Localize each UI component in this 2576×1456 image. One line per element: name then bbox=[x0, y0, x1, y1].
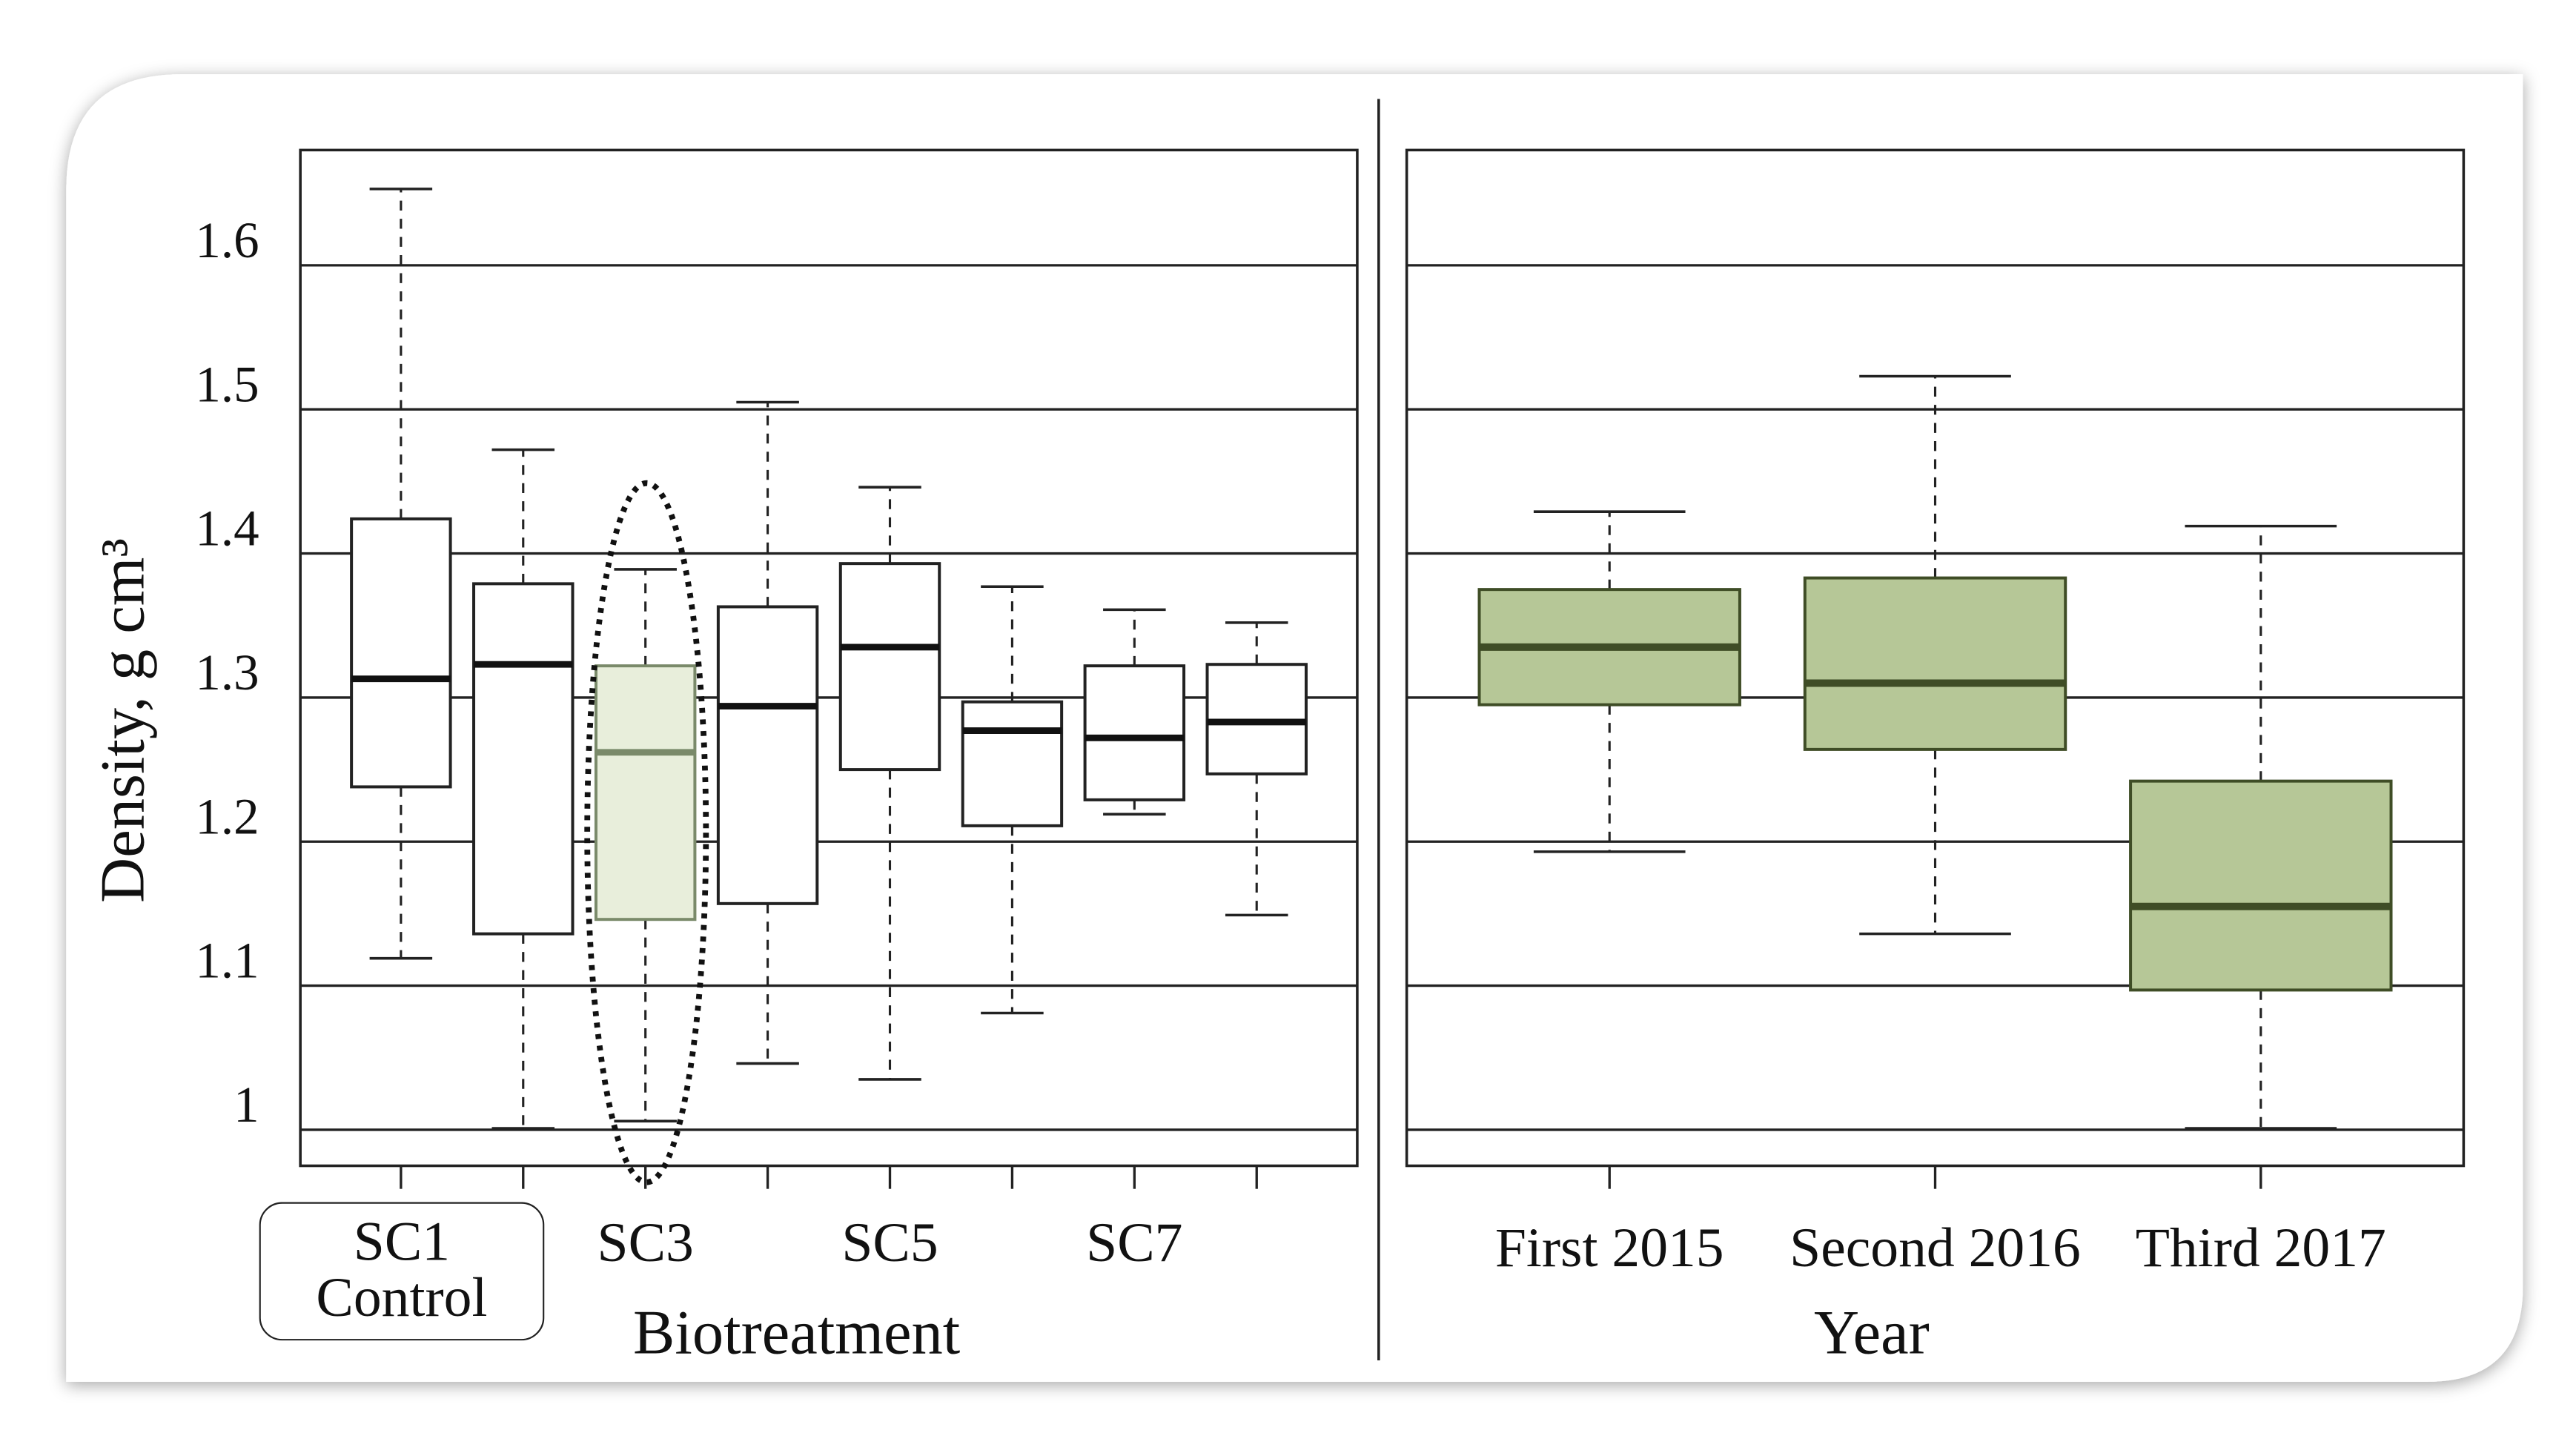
box bbox=[594, 664, 697, 921]
y-tick-label: 1.1 bbox=[195, 933, 259, 989]
y-tick-label: 1.5 bbox=[195, 356, 259, 412]
y-tick-label: 1.2 bbox=[195, 788, 259, 844]
y-axis-title: Density, g cm³ bbox=[88, 538, 157, 903]
x-tick-label: SC7 bbox=[1086, 1212, 1182, 1274]
box bbox=[2129, 779, 2393, 992]
x-tick-label: SC1 Control bbox=[259, 1202, 545, 1341]
box bbox=[838, 562, 941, 772]
box bbox=[1803, 576, 2067, 751]
box bbox=[1083, 664, 1186, 801]
x-tick-label: Third 2017 bbox=[2136, 1217, 2386, 1279]
box bbox=[716, 605, 819, 905]
x-tick-label: Second 2016 bbox=[1789, 1217, 2081, 1279]
x-axis-title: Biotreatment bbox=[633, 1298, 960, 1367]
x-tick-label: SC3 bbox=[597, 1212, 694, 1274]
x-tick-label: First 2015 bbox=[1495, 1217, 1724, 1279]
y-tick-label: 1 bbox=[234, 1076, 259, 1133]
x-tick-label: SC5 bbox=[841, 1212, 938, 1274]
box bbox=[472, 582, 575, 936]
highlight-ellipse bbox=[584, 480, 709, 1185]
box bbox=[961, 700, 1064, 827]
y-tick-label: 1.6 bbox=[195, 212, 259, 268]
left-panel bbox=[299, 148, 1359, 1168]
y-tick-label: 1.4 bbox=[195, 500, 259, 557]
box bbox=[350, 517, 452, 789]
category-label-box: SC1 Control bbox=[259, 1202, 545, 1341]
y-tick-label: 1.3 bbox=[195, 644, 259, 701]
x-axis-title: Year bbox=[1814, 1298, 1930, 1367]
plot-layer: 1 1.1 1.2 1.3 1.4 1.5 1.6 SC1 Control SC3 SC5 SC7 F… bbox=[195, 188, 2464, 1341]
